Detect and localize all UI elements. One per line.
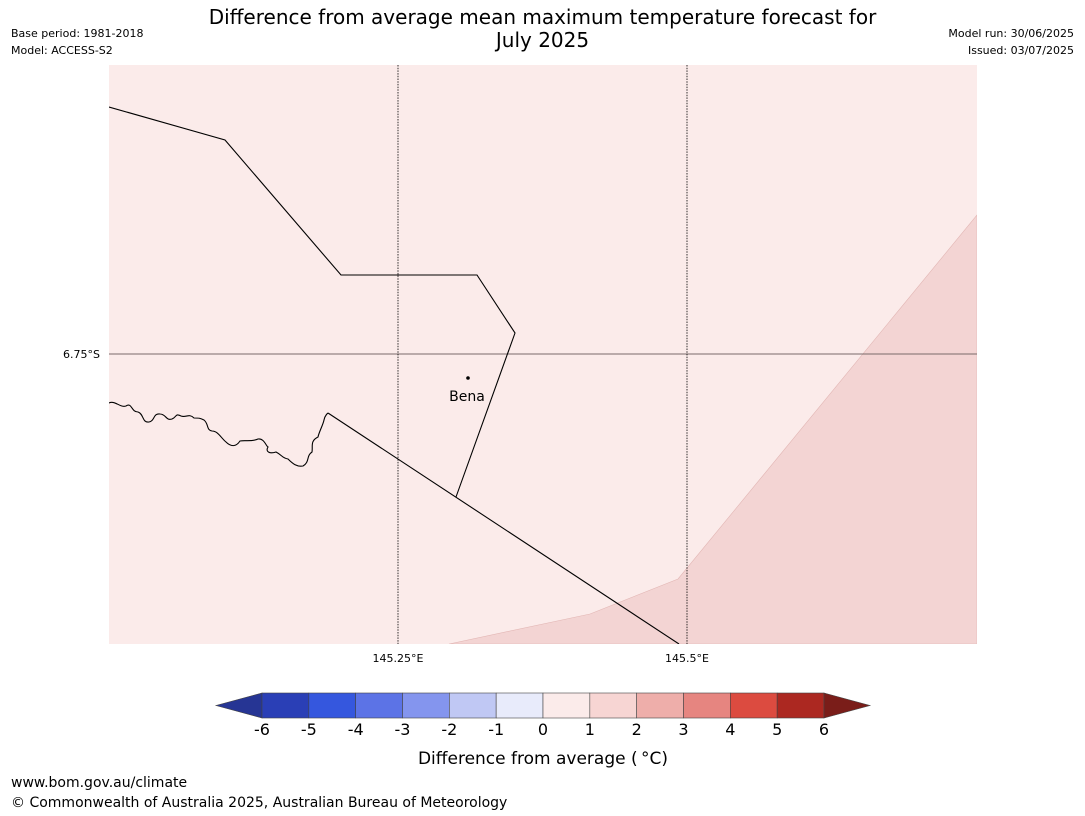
colorbar-tick-label: 5 <box>772 720 782 739</box>
province-boundary-north <box>109 106 516 498</box>
colorbar-tick-label: 4 <box>725 720 735 739</box>
colorbar-tick-label: -3 <box>395 720 411 739</box>
colorbar-segment <box>776 692 825 719</box>
colorbar-segment <box>542 692 591 719</box>
colorbar-segment <box>308 692 356 719</box>
colorbar-segment <box>261 692 310 719</box>
bena-label: Bena <box>449 389 485 405</box>
base-period-text: Base period: 1981-2018 <box>11 27 144 40</box>
colorbar-tick-label: -5 <box>301 720 317 739</box>
colorbar-extension-low <box>214 692 263 719</box>
province-boundary-south <box>327 412 680 644</box>
colorbar-tick-label: 0 <box>538 720 548 739</box>
colorbar-extension-high <box>823 692 872 719</box>
colorbar: -6 -5 -4 -3 -2 -1 0 1 2 3 4 5 6 <box>214 692 872 739</box>
latitude-label: 6.75°S <box>63 348 100 361</box>
metadata-right: Model run: 30/06/2025 Issued: 03/07/2025 <box>948 25 1074 59</box>
footer-copyright: © Commonwealth of Australia 2025, Austra… <box>11 795 508 811</box>
colorbar-segment <box>683 692 731 719</box>
model-text: Model: ACCESS-S2 <box>11 44 113 57</box>
colorbar-segment <box>589 692 637 719</box>
map-panel: Bena <box>109 65 977 644</box>
colorbar-segment <box>636 692 684 719</box>
colorbar-segment <box>730 692 778 719</box>
colorbar-tick-label: -2 <box>441 720 457 739</box>
title-line-2: July 2025 <box>495 28 590 52</box>
colorbar-tick-label: -1 <box>488 720 504 739</box>
colorbar-tick-label: 2 <box>632 720 642 739</box>
colorbar-tick-label: 3 <box>678 720 688 739</box>
colorbar-segment <box>495 692 544 719</box>
colorbar-tick-label: -4 <box>348 720 364 739</box>
footer-url: www.bom.gov.au/climate <box>11 775 188 791</box>
colorbar-tick-label: 1 <box>585 720 595 739</box>
metadata-left: Base period: 1981-2018 Model: ACCESS-S2 <box>11 25 143 59</box>
bena-marker <box>466 376 470 380</box>
anomaly-fill-1-to-2 <box>448 214 977 644</box>
colorbar-segment <box>355 692 403 719</box>
coastline <box>109 401 329 467</box>
colorbar-label: Difference from average ( °C) <box>418 749 668 769</box>
colorbar-segment <box>449 692 497 719</box>
colorbar-segment <box>402 692 450 719</box>
colorbar-tick-label: -6 <box>254 720 270 739</box>
model-run-text: Model run: 30/06/2025 <box>948 27 1074 40</box>
title-line-1: Difference from average mean maximum tem… <box>208 5 877 29</box>
longitude-label-145-25: 145.25°E <box>373 652 424 665</box>
colorbar-tick-label: 6 <box>819 720 829 739</box>
longitude-label-145-5: 145.5°E <box>665 652 709 665</box>
issued-text: Issued: 03/07/2025 <box>967 44 1074 57</box>
map-title: Difference from average mean maximum tem… <box>150 6 935 52</box>
